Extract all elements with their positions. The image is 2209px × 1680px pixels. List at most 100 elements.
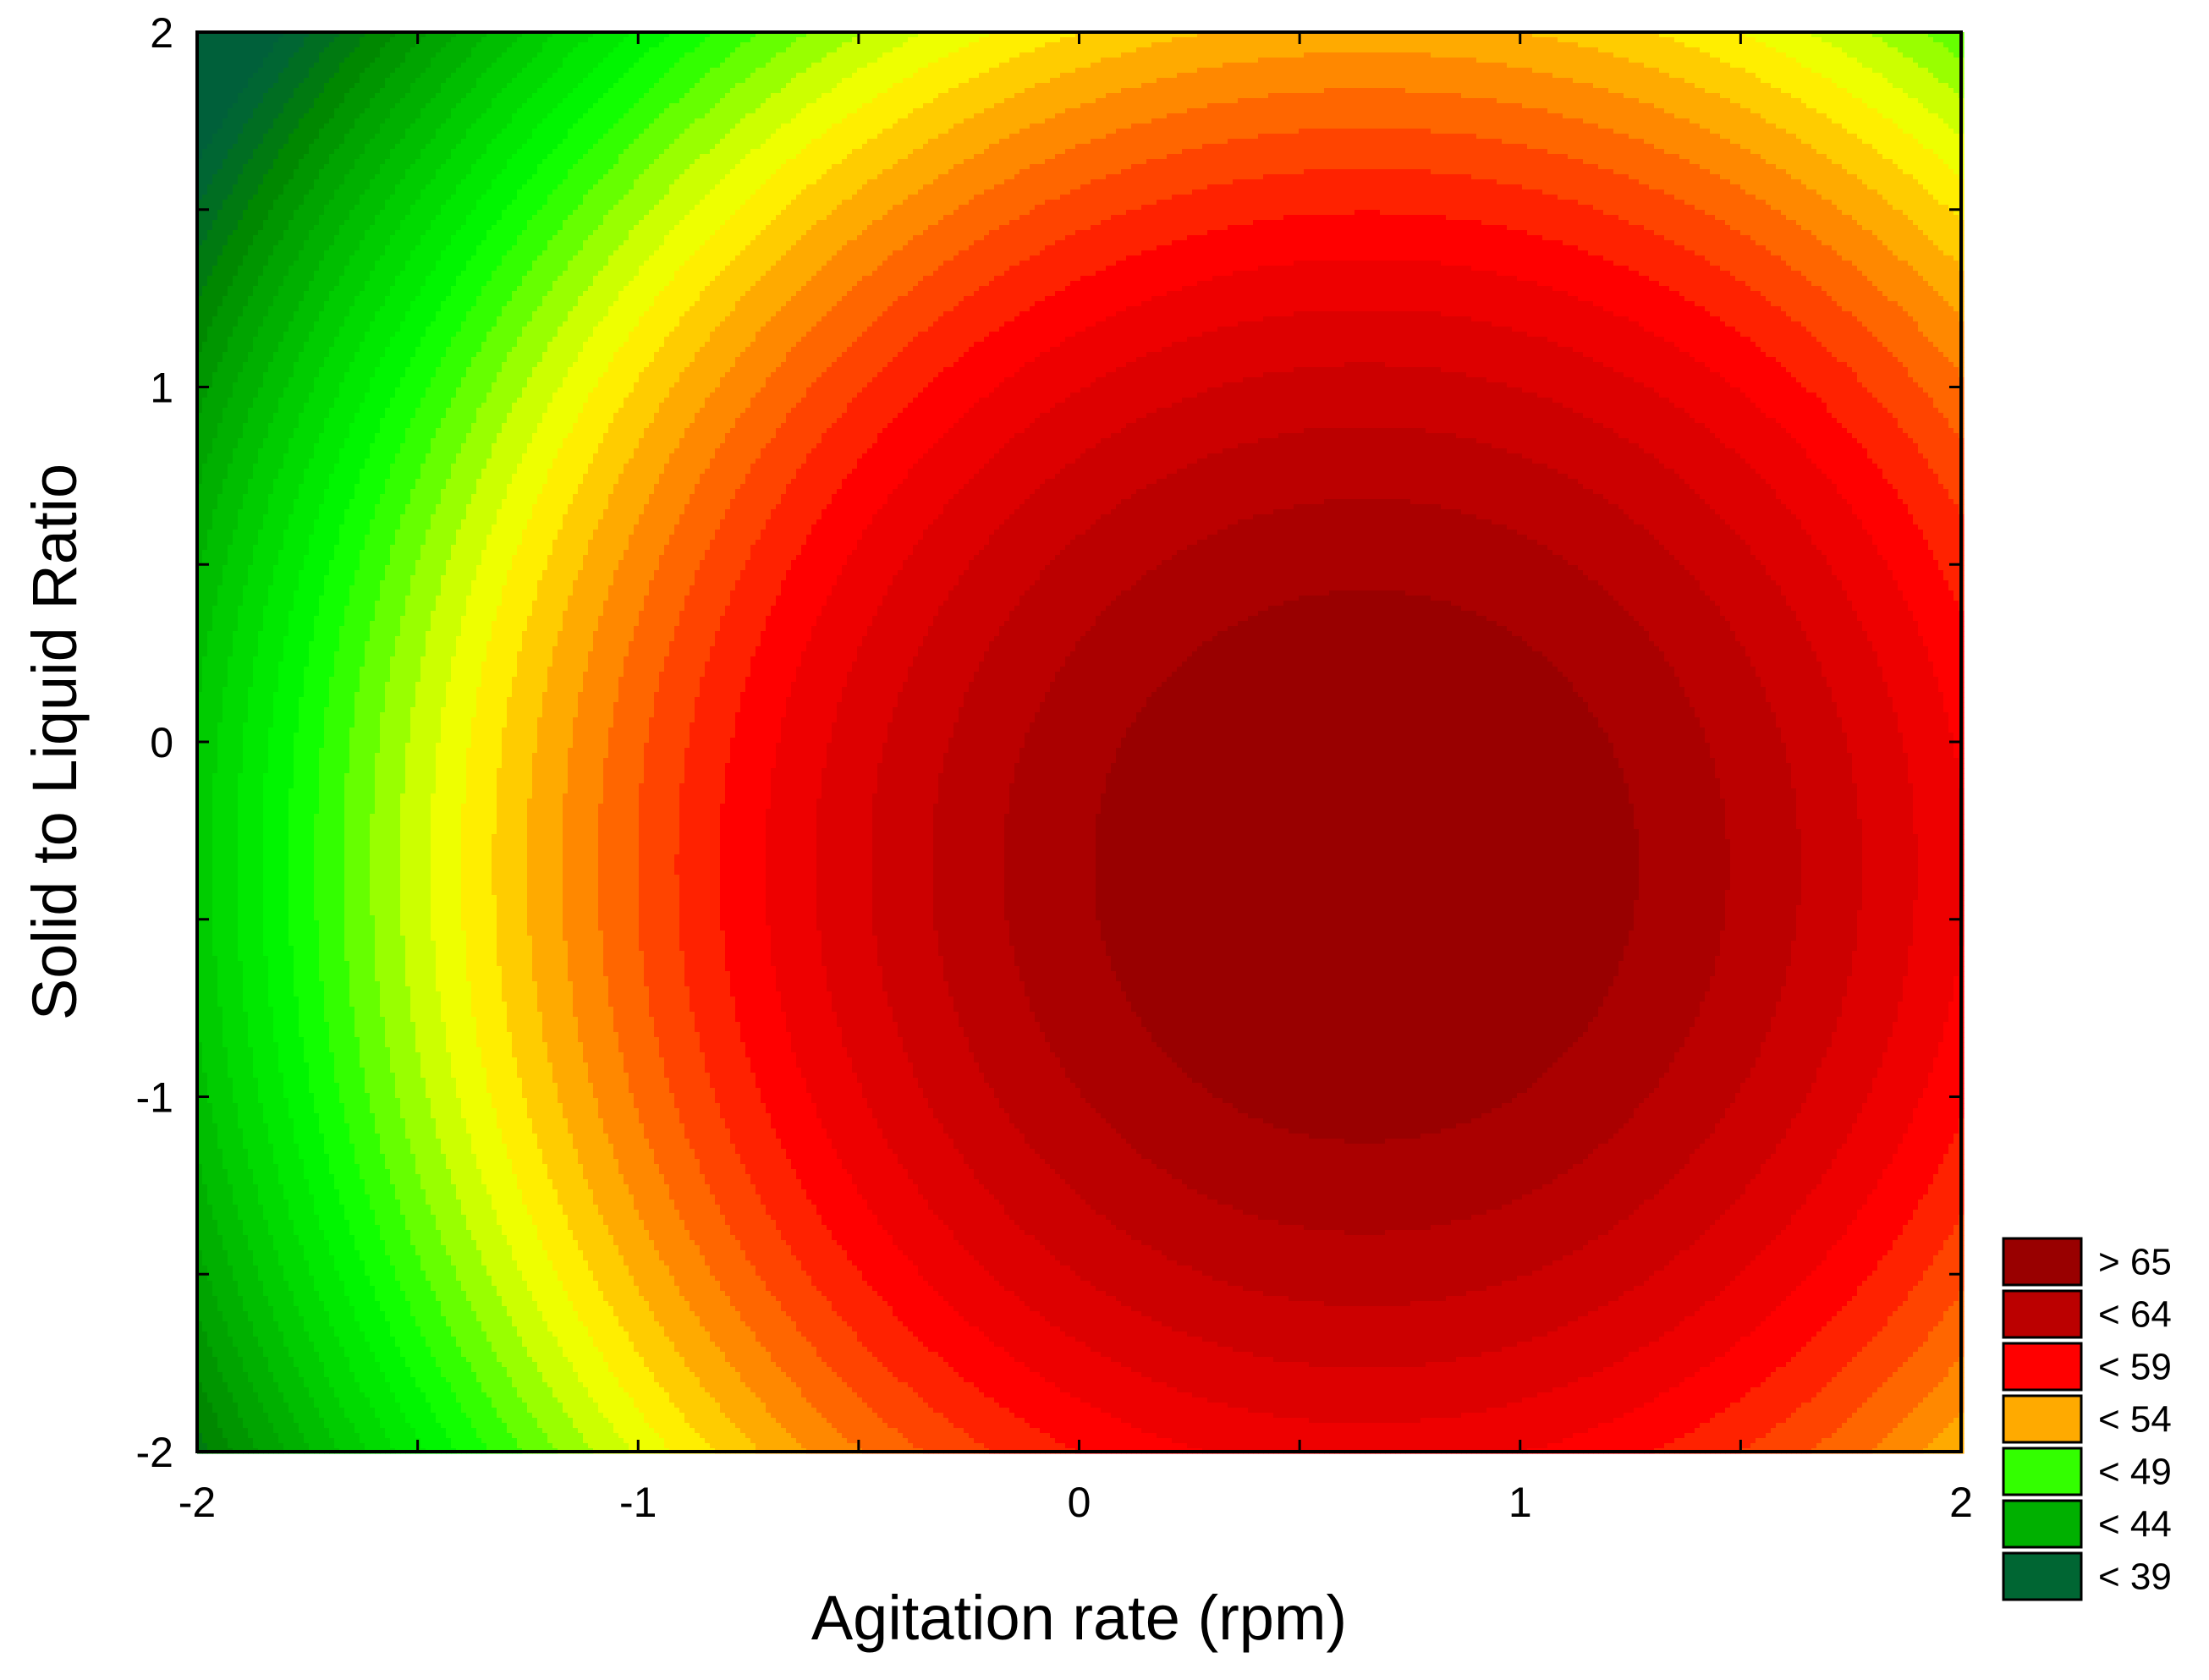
contour-cell	[1948, 37, 1954, 43]
contour-cell	[1177, 52, 1183, 58]
contour-cell	[1304, 42, 1310, 48]
contour-cell	[811, 47, 817, 53]
contour-cell	[1674, 47, 1680, 53]
contour-cell	[1537, 42, 1543, 48]
contour-cell	[552, 47, 558, 53]
contour-cell	[1319, 42, 1325, 48]
contour-cell	[923, 52, 929, 58]
contour-cell	[1629, 47, 1635, 53]
contour-cell	[1578, 42, 1584, 48]
contour-cell	[903, 52, 909, 58]
contour-cell	[598, 47, 604, 53]
contour-cell	[847, 52, 853, 58]
contour-cell	[690, 47, 695, 53]
contour-cell	[537, 42, 543, 48]
contour-cell	[1603, 37, 1609, 43]
contour-cell	[578, 37, 584, 43]
contour-cell	[1289, 42, 1294, 48]
contour-cell	[1172, 42, 1178, 48]
contour-cell	[268, 42, 274, 48]
contour-cell	[1715, 42, 1721, 48]
contour-cell	[405, 52, 411, 58]
contour-cell	[1370, 42, 1376, 48]
contour-cell	[1486, 47, 1492, 53]
contour-cell	[1217, 42, 1223, 48]
contour-cell	[1827, 37, 1833, 43]
contour-cell	[989, 37, 995, 43]
contour-cell	[948, 42, 954, 48]
contour-cell	[1101, 37, 1107, 43]
contour-cell	[832, 52, 838, 58]
contour-cell	[903, 37, 909, 43]
contour-cell	[644, 37, 650, 43]
contour-cell	[1258, 42, 1264, 48]
contour-cell	[1558, 37, 1563, 43]
contour-cell	[1512, 42, 1518, 48]
contour-cell	[1593, 47, 1599, 53]
contour-cell	[1233, 42, 1239, 48]
contour-cell	[918, 47, 924, 53]
contour-cell	[1390, 47, 1396, 53]
contour-cell	[380, 47, 386, 53]
contour-cell	[532, 52, 538, 58]
contour-cell	[928, 52, 934, 58]
contour-cell	[781, 52, 787, 58]
contour-cell	[1116, 42, 1122, 48]
contour-cell	[253, 47, 259, 53]
contour-cell	[486, 52, 492, 58]
contour-cell	[248, 47, 254, 53]
contour-cell	[441, 47, 447, 53]
contour-cell	[1857, 37, 1863, 43]
contour-cell	[908, 52, 914, 58]
contour-cell	[999, 52, 1005, 58]
contour-cell	[1908, 42, 1914, 48]
contour-cell	[492, 47, 497, 53]
contour-cell	[801, 42, 807, 48]
contour-cell	[1613, 42, 1619, 48]
contour-cell	[1578, 47, 1584, 53]
contour-cell	[1573, 47, 1579, 53]
contour-cell	[1258, 47, 1264, 53]
contour-cell	[288, 37, 294, 43]
contour-cell	[644, 42, 650, 48]
contour-cell	[1720, 37, 1726, 43]
contour-cell	[872, 42, 878, 48]
contour-cell	[1212, 42, 1218, 48]
contour-cell	[537, 52, 543, 58]
contour-cell	[1233, 47, 1239, 53]
contour-cell	[354, 42, 360, 48]
contour-cell	[659, 42, 665, 48]
contour-cell	[766, 52, 772, 58]
contour-cell	[527, 37, 533, 43]
contour-cell	[715, 52, 721, 58]
contour-cell	[1634, 37, 1640, 43]
contour-cell	[644, 52, 650, 58]
contour-cell	[994, 47, 1000, 53]
contour-cell	[1415, 47, 1421, 53]
contour-cell	[882, 52, 888, 58]
contour-cell	[248, 42, 254, 48]
contour-cell	[1563, 37, 1569, 43]
contour-cell	[1405, 37, 1411, 43]
contour-cell	[938, 47, 944, 53]
contour-cell	[1816, 37, 1822, 43]
contour-cell	[872, 37, 878, 43]
contour-cell	[258, 37, 264, 43]
contour-cell	[1593, 42, 1599, 48]
contour-cell	[329, 37, 335, 43]
contour-cell	[750, 42, 756, 48]
contour-cell	[258, 52, 264, 58]
contour-cell	[1750, 47, 1756, 53]
contour-cell	[842, 37, 848, 43]
contour-cell	[1030, 42, 1036, 48]
contour-cell	[822, 47, 827, 53]
contour-cell	[502, 42, 508, 48]
contour-cell	[441, 37, 447, 43]
contour-cell	[299, 42, 305, 48]
contour-cell	[446, 47, 452, 53]
contour-cell	[1461, 42, 1467, 48]
contour-cell	[1085, 47, 1091, 53]
contour-cell	[1441, 47, 1447, 53]
contour-cell	[1025, 42, 1030, 48]
contour-cell	[1065, 42, 1071, 48]
